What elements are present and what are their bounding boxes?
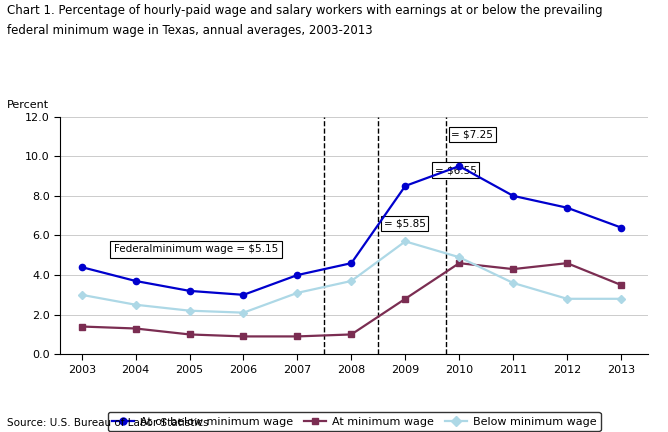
Text: Chart 1. Percentage of hourly-paid wage and salary workers with earnings at or b: Chart 1. Percentage of hourly-paid wage … [7, 4, 603, 17]
Text: Federalminimum wage = $5.15: Federalminimum wage = $5.15 [114, 245, 279, 254]
Text: federal minimum wage in Texas, annual averages, 2003-2013: federal minimum wage in Texas, annual av… [7, 24, 372, 37]
Legend: At or below minimum wage, At minimum wage, Below minimum wage: At or below minimum wage, At minimum wag… [108, 412, 601, 431]
Text: = $6.55: = $6.55 [435, 165, 477, 175]
Text: = $5.85: = $5.85 [383, 219, 426, 229]
Text: Source: U.S. Bureau of Labor Statistics: Source: U.S. Bureau of Labor Statistics [7, 418, 208, 428]
Text: Percent: Percent [7, 100, 49, 110]
Text: = $7.25: = $7.25 [451, 130, 493, 140]
